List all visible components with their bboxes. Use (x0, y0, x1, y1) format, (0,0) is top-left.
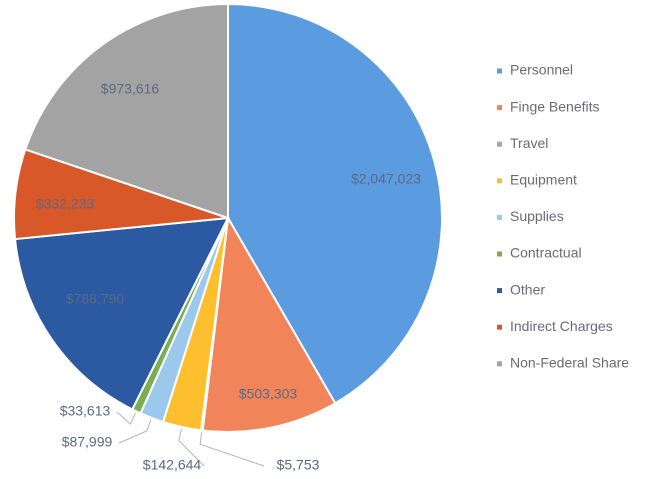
data-label: $332,233 (36, 196, 95, 212)
legend-marker (497, 361, 502, 367)
legend-label: Personnel (510, 62, 573, 78)
data-label: $2,047,023 (351, 171, 421, 187)
legend-label: Finge Benefits (510, 98, 600, 114)
legend-label: Indirect Charges (510, 318, 613, 334)
data-label: $33,613 (60, 403, 111, 419)
legend-label: Travel (510, 135, 548, 151)
leader-line (118, 419, 152, 444)
legend-label: Non-Federal Share (510, 355, 629, 371)
legend-label: Supplies (510, 208, 564, 224)
leader-line (116, 411, 136, 425)
legend-marker (497, 324, 502, 330)
pie-slice (13, 216, 230, 411)
data-label: $87,999 (62, 434, 113, 450)
legend-label: Equipment (510, 172, 577, 188)
legend-marker (497, 105, 502, 111)
legend-marker (497, 141, 502, 147)
legend-marker (497, 178, 502, 184)
legend-label: Other (510, 281, 545, 297)
pie-slice (201, 214, 337, 433)
pie-slice (227, 2, 443, 405)
legend-marker (497, 68, 502, 74)
legend-marker (497, 251, 502, 257)
data-label: $503,303 (239, 386, 298, 402)
data-label: $973,616 (101, 81, 160, 97)
data-label: $788,790 (66, 291, 125, 307)
data-label: $5,753 (277, 457, 320, 473)
pie-slice (24, 2, 229, 220)
legend-marker (497, 288, 502, 294)
leader-line (178, 428, 205, 467)
legend-marker (497, 214, 502, 220)
data-label: $142,644 (143, 457, 202, 473)
legend-label: Contractual (510, 245, 582, 261)
leader-line (199, 432, 265, 467)
